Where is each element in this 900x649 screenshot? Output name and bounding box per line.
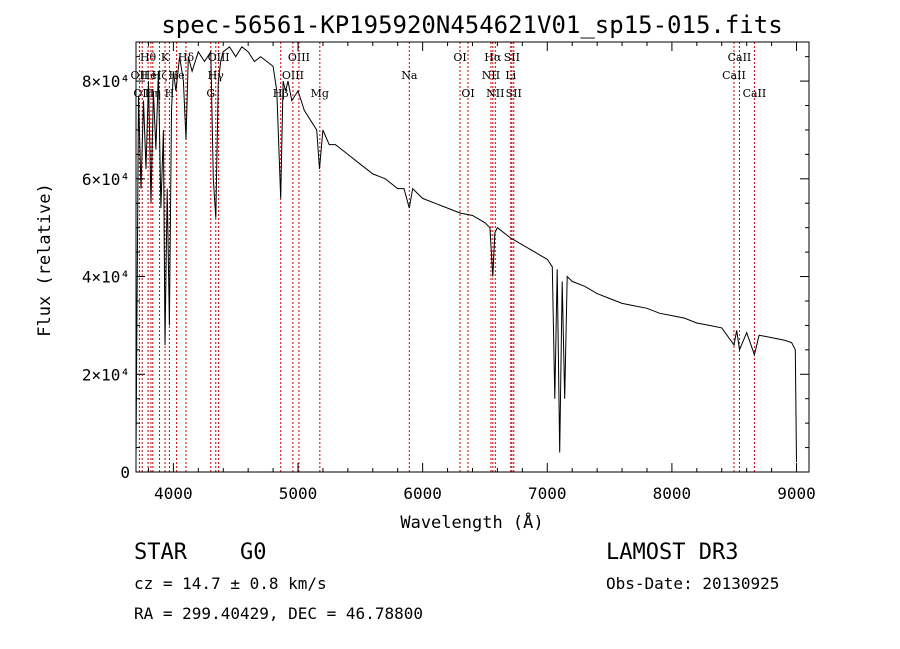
line-marker-label: Na [401, 69, 418, 82]
x-axis-label: Wavelength (Å) [400, 511, 543, 533]
line-marker-label: H [165, 87, 175, 100]
line-marker-label: NII [486, 87, 504, 100]
chart-title: spec-56561-KP195920N454621V01_sp15-015.f… [161, 11, 782, 39]
spectrum-chart: spec-56561-KP195920N454621V01_sp15-015.f… [35, 11, 816, 533]
x-tick-label: 8000 [653, 484, 692, 503]
line-marker-label: CaII [743, 87, 767, 100]
y-tick-label: 2×10⁴ [82, 365, 130, 384]
spectrum-series-line [135, 46, 797, 463]
line-marker-label: NII [482, 69, 500, 82]
plot-frame [135, 41, 810, 473]
spectral-subclass: G0 [240, 540, 267, 565]
line-marker-label: HeI [141, 69, 161, 82]
line-marker-label: OII [131, 69, 149, 82]
line-marker-label: Hθ [140, 51, 157, 64]
x-axis-ticks: 4000 5000 6000 7000 8000 9000 [147, 42, 816, 503]
observation-date: Obs-Date: 20130925 [606, 574, 780, 593]
line-marker-label: Hγ [208, 69, 225, 82]
x-tick-label: 4000 [154, 484, 193, 503]
line-marker-label: CaII [722, 69, 746, 82]
coordinates: RA = 299.40429, DEC = 46.78800 [134, 604, 423, 623]
y-tick-label: 8×10⁴ [82, 72, 130, 91]
redshift-value: cz = 14.7 ± 0.8 km/s [134, 574, 327, 593]
line-markers [138, 42, 755, 472]
line-marker-label: Hα [484, 51, 502, 64]
y-tick-label: 4×10⁴ [82, 268, 130, 287]
x-tick-label: 7000 [528, 484, 567, 503]
line-marker-label: Hδ [178, 51, 195, 64]
line-marker-label: SII [506, 87, 522, 100]
y-axis-label: Flux (relative) [35, 183, 55, 337]
line-marker-label: Hζ [152, 69, 168, 82]
x-tick-label: 6000 [403, 484, 442, 503]
line-marker-label: OIII [208, 51, 230, 64]
line-marker-label: G [206, 87, 215, 100]
line-marker-label: OI [453, 51, 466, 64]
y-tick-label: 6×10⁴ [82, 170, 130, 189]
line-marker-label: OIII [282, 69, 304, 82]
line-marker-label: CaII [728, 51, 752, 64]
x-tick-label: 5000 [279, 484, 318, 503]
line-marker-label: SII [504, 51, 520, 64]
y-axis-ticks: 0 2×10⁴ 4×10⁴ 6×10⁴ 8×10⁴ [82, 56, 809, 482]
object-class: STAR [134, 540, 187, 565]
line-marker-label: OIII [288, 51, 310, 64]
line-marker-label: OI [461, 87, 474, 100]
line-marker-labels: OIIOIIHθHeIHηHζKHHeHδGHγOIIIHβOIIIOIIIMg… [131, 51, 767, 100]
y-tick-label: 0 [120, 463, 130, 482]
line-marker-label: OII [133, 87, 151, 100]
survey-name: LAMOST DR3 [606, 540, 739, 565]
line-marker-label: Li [505, 69, 516, 82]
x-tick-label: 9000 [777, 484, 816, 503]
line-marker-label: K [161, 51, 170, 64]
line-marker-label: Mg [311, 87, 329, 100]
